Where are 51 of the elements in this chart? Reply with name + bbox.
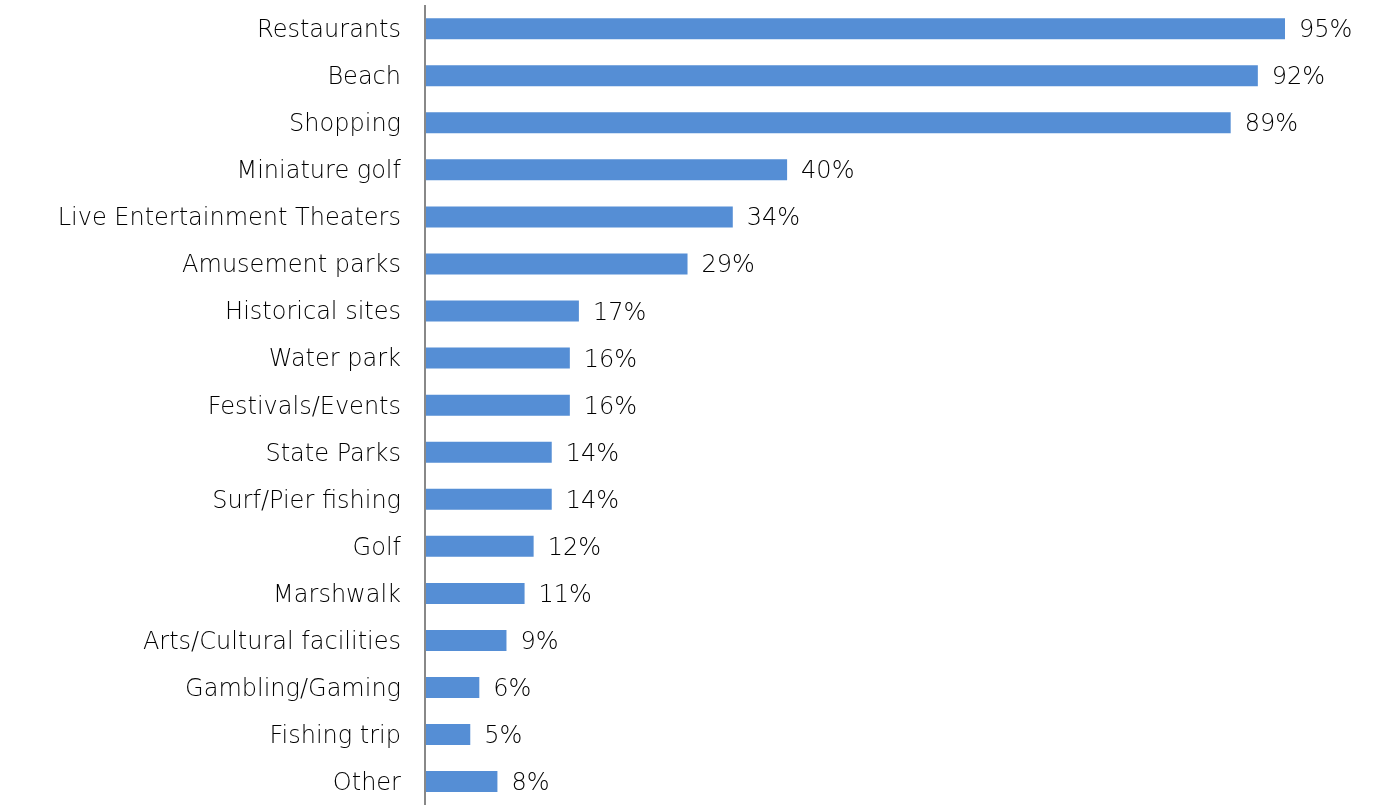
bar bbox=[425, 253, 688, 275]
y-tick-label: Surf/Pier fishing bbox=[212, 485, 401, 514]
bar bbox=[425, 18, 1285, 40]
bar bbox=[425, 347, 570, 369]
bar bbox=[425, 535, 534, 557]
y-tick-label: Fishing trip bbox=[269, 720, 401, 749]
y-tick-label: Festivals/Events bbox=[207, 391, 401, 420]
data-label: 6% bbox=[493, 674, 532, 703]
y-tick-label: Gambling/Gaming bbox=[185, 673, 401, 702]
bar bbox=[425, 112, 1231, 134]
bar bbox=[425, 677, 480, 698]
data-label: 11% bbox=[538, 579, 592, 608]
data-label: 29% bbox=[701, 250, 755, 279]
data-label: 14% bbox=[565, 438, 620, 467]
data-label: 14% bbox=[565, 485, 620, 514]
y-tick-label: Live Entertainment Theaters bbox=[57, 203, 401, 232]
y-tick-label: Water park bbox=[268, 344, 402, 373]
y-tick-label: Shopping bbox=[289, 109, 401, 138]
y-tick-label: Beach bbox=[327, 62, 401, 91]
data-label: 95% bbox=[1299, 15, 1353, 44]
y-tick-label: Golf bbox=[352, 532, 402, 561]
bar bbox=[425, 441, 552, 463]
bar bbox=[425, 488, 552, 510]
bar bbox=[425, 65, 1258, 87]
bar bbox=[425, 582, 525, 604]
y-tick-label: Amusement parks bbox=[182, 250, 401, 279]
y-tick-label: Historical sites bbox=[225, 297, 401, 326]
bar bbox=[425, 771, 498, 793]
data-label: 34% bbox=[746, 203, 801, 232]
data-label: 16% bbox=[583, 391, 638, 420]
bar bbox=[425, 159, 788, 181]
bar bbox=[425, 300, 579, 322]
y-tick-label: Other bbox=[332, 767, 402, 796]
y-tick-label: Restaurants bbox=[257, 15, 401, 44]
bar bbox=[425, 724, 471, 746]
data-label: 92% bbox=[1271, 62, 1326, 91]
data-label: 40% bbox=[801, 156, 855, 185]
y-tick-label: Miniature golf bbox=[236, 156, 402, 185]
data-label: 17% bbox=[592, 297, 647, 326]
bar bbox=[425, 629, 507, 651]
data-label: 16% bbox=[583, 344, 638, 373]
y-tick-label: State Parks bbox=[265, 438, 401, 467]
bar bbox=[425, 206, 733, 228]
y-tick-label: Arts/Cultural facilities bbox=[142, 626, 401, 655]
bar bbox=[425, 394, 570, 416]
data-label: 12% bbox=[547, 532, 601, 561]
data-label: 89% bbox=[1244, 109, 1299, 138]
data-label: 5% bbox=[484, 721, 523, 750]
data-label: 8% bbox=[511, 768, 550, 797]
y-tick-label: Marshwalk bbox=[273, 579, 402, 608]
data-label: 9% bbox=[520, 626, 559, 655]
